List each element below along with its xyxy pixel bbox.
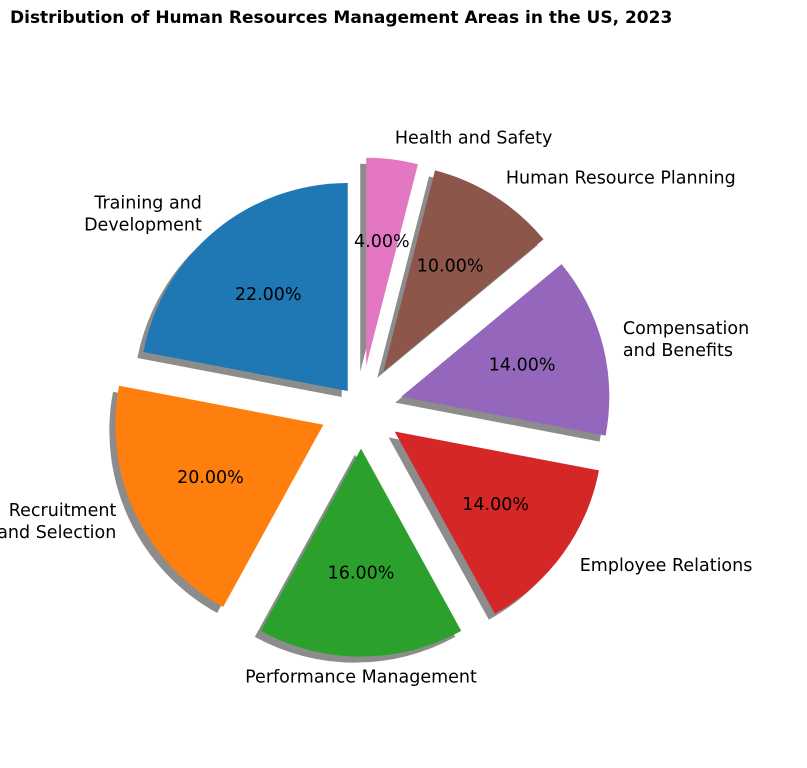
percent-label-recruitment-and-selection: 20.00% (177, 468, 244, 488)
category-labels: Training and Development Recruitment and Se… (0, 129, 752, 688)
percent-label-training-and-development: 22.00% (235, 285, 302, 305)
category-label-health-and-safety: Health and Safety (395, 129, 553, 149)
pie-slice-performance-management (260, 448, 462, 657)
category-label-line: Recruitment (9, 501, 117, 521)
category-label-compensation-and-benefits: Compensation and Benefits (623, 319, 749, 361)
pie-slice-health-and-safety (366, 157, 418, 366)
category-label-line: Development (84, 216, 202, 236)
category-label-employee-relations: Employee Relations (580, 556, 753, 576)
category-label-line: Training and (93, 194, 202, 214)
category-label-human-resource-planning: Human Resource Planning (506, 169, 736, 189)
category-label-training-and-development: Training and Development (84, 194, 202, 236)
pie-slice-training-and-development (143, 182, 348, 391)
pie-slice-recruitment-and-selection (115, 385, 324, 607)
category-label-line: and Benefits (623, 341, 733, 361)
category-label-line: Performance Management (245, 667, 477, 687)
category-label-recruitment-and-selection: Recruitment and Selection (0, 501, 116, 543)
category-label-performance-management: Performance Management (245, 667, 477, 687)
percent-label-performance-management: 16.00% (328, 563, 395, 583)
category-label-line: Human Resource Planning (506, 169, 736, 189)
wedge-layer (115, 157, 610, 657)
percent-labels: 22.00% 20.00% 16.00% 14.00% 14.00% 10.00% 4.00… (177, 232, 555, 583)
chart-title: Distribution of Human Resources Manageme… (10, 8, 673, 28)
pie-slice-compensation-and-benefits (401, 264, 610, 436)
pie-slice-employee-relations (394, 431, 599, 614)
percent-label-compensation-and-benefits: 14.00% (489, 356, 556, 376)
category-label-line: Employee Relations (580, 556, 753, 576)
pie-slice-human-resource-planning (383, 170, 544, 372)
category-label-line: and Selection (0, 523, 116, 543)
percent-label-human-resource-planning: 10.00% (417, 257, 484, 277)
category-label-line: Compensation (623, 319, 749, 339)
percent-label-employee-relations: 14.00% (462, 495, 529, 515)
category-label-line: Health and Safety (395, 129, 553, 149)
percent-label-health-and-safety: 4.00% (354, 232, 410, 252)
